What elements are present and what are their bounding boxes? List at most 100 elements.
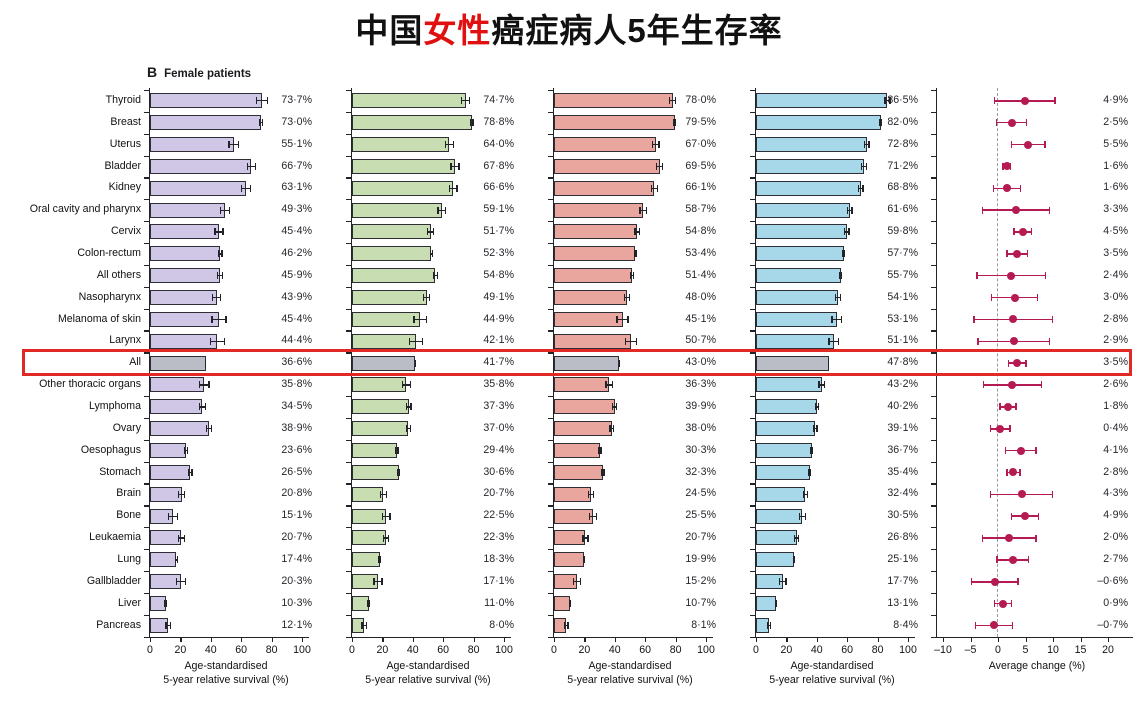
forest-value-label: 5·5% [1103,137,1128,150]
y-axis-tick [930,461,936,463]
y-axis-tick [143,483,149,485]
bar-error-line [798,515,807,517]
bar-error-cap [436,272,439,280]
forest-ci-cap [1044,141,1046,149]
bar-value-label: 8·4% [893,618,918,631]
x-axis-label: Age-standardised [790,659,874,672]
forest-point [990,577,999,586]
bar-error-cap [432,272,434,280]
bar-value-label: 49·3% [281,203,312,216]
forest-point [1008,380,1017,389]
forest-point [1009,468,1018,477]
x-axis-tick-label: 100 [495,643,513,656]
bar-value-label: 61·6% [887,203,918,216]
bar-value-label: 63·1% [281,181,312,194]
bar-error-cap [367,600,369,608]
x-axis-tick [584,636,586,642]
bar-error-cap [842,250,844,258]
bar-error-line [432,275,439,277]
bar-error-cap [397,447,399,455]
bar [554,202,644,218]
bar-error-line [652,143,660,146]
row-label: Oesophagus [80,443,141,456]
row-label: Lung [117,553,141,566]
bar-value-label: 30·3% [685,443,716,456]
x-axis-tick [180,636,182,642]
bar-error-cap [616,403,618,411]
forest-ci-cap [1030,228,1033,236]
bar-error-cap [254,162,256,170]
bar-value-label: 19·9% [685,553,716,566]
bar-value-label: 54·8% [685,225,716,238]
forest-value-label: 3·3% [1103,203,1128,216]
bar-error-cap [167,512,169,520]
bar-value-label: 86·5% [887,94,918,106]
bar-error-line [450,165,460,168]
bar-value-label: 58·7% [685,203,716,216]
y-axis-tick [547,221,553,223]
forest-value-label: 1·6% [1103,159,1128,172]
forest-ci-cap [1037,512,1040,520]
bar-error-cap [652,141,654,149]
bar-error-cap [177,490,180,498]
y-axis-tick [749,570,755,573]
bar [352,552,380,568]
forest-value-label: 3·5% [1103,356,1128,369]
y-axis-tick [547,199,553,201]
y-axis-tick [547,461,553,463]
forest-value-label: 1·8% [1103,400,1128,413]
bar-error-cap [261,119,264,127]
bar [756,246,844,262]
bar-error-cap [639,228,641,236]
bar-value-label: 50·7% [685,334,716,347]
bar [352,399,409,415]
bar-error-cap [775,600,777,608]
forest-ci-cap [1025,119,1028,127]
bar-error-cap [429,250,431,258]
row-label: Nasopharynx [78,290,141,303]
bar-value-label: 41·7% [483,356,514,369]
bar-value-label: 45·4% [281,312,312,325]
forest-ci-cap [989,425,992,433]
bar-error-cap [563,621,566,629]
x-axis-tick [970,636,972,642]
y-axis-tick [749,396,755,398]
bar-error-line [844,231,850,233]
bar-value-label: 55·7% [887,268,918,281]
x-axis-tick-label: 80 [669,643,682,656]
bar-error-cap [611,403,614,411]
bar-error-cap [675,119,677,127]
y-axis-tick [547,308,553,310]
bar-error-line [857,187,864,189]
bar-error-cap [401,381,404,389]
bar-value-label: 48·0% [685,290,716,303]
bar-value-label: 57·7% [887,247,918,260]
forest-value-label: 4·5% [1103,225,1128,238]
bar-error-cap [798,512,800,520]
y-axis-tick [749,330,755,332]
bar [756,552,795,568]
y-axis-tick [143,264,149,267]
bar-value-label: 30·5% [887,509,918,522]
bar [756,224,847,240]
bar-error-cap [258,119,260,127]
bar-error-cap [175,578,177,586]
y-axis-tick [749,352,755,354]
forest-ci-cap [1010,141,1013,149]
bar-value-label: 39·1% [887,421,918,434]
forest-ci-cap [974,621,977,629]
bar [150,552,177,568]
bar-error-cap [841,272,843,280]
bar-error-cap [176,512,179,520]
bar-error-cap [389,512,391,520]
bar-error-line [609,428,615,430]
x-axis-tick [302,636,304,642]
bar-error-cap [857,184,859,192]
y-axis-tick [749,155,755,157]
forest-ci-cap [970,578,972,586]
bar [150,333,218,349]
y-axis-tick [345,330,351,332]
bar-error-cap [170,621,172,629]
bar-error-line [460,100,471,102]
bar-value-label: 49·1% [483,290,514,303]
